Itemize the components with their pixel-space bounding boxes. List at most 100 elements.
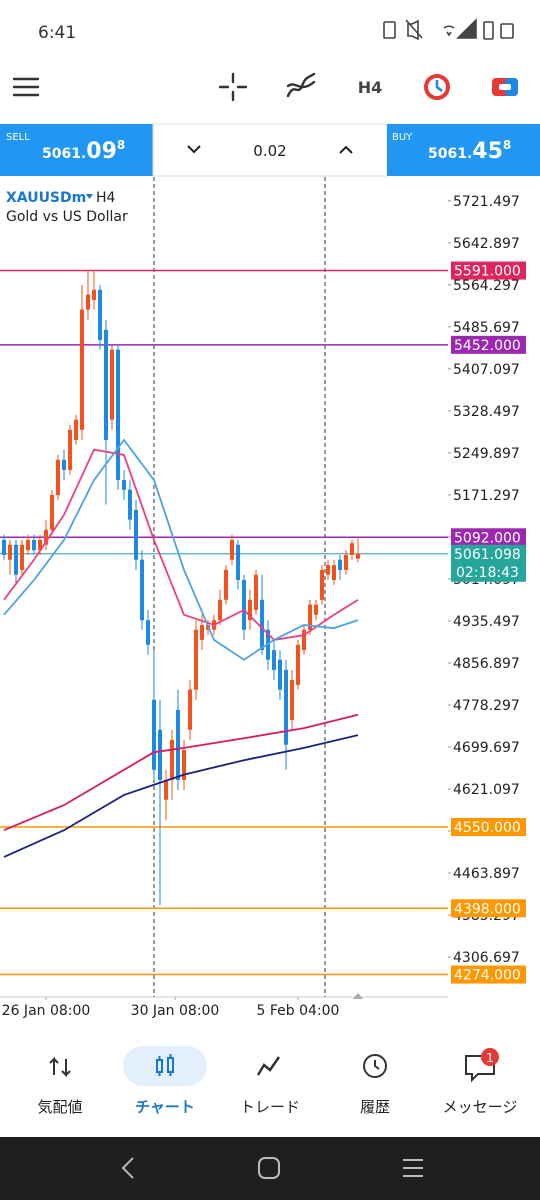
candle-body — [254, 574, 258, 610]
icon-data — [443, 25, 455, 37]
buy-button[interactable] — [387, 124, 540, 176]
candle-body — [20, 544, 24, 570]
sell-price-main: 5061. — [42, 146, 86, 162]
nav-label[interactable]: 履歴 — [360, 1098, 390, 1116]
candle-body — [170, 739, 174, 780]
nav-icon-history-hands — [374, 1060, 380, 1070]
candle-body — [74, 419, 78, 440]
recents-button[interactable] — [403, 1159, 423, 1177]
candle-body — [92, 289, 96, 300]
candle-body — [230, 539, 234, 560]
candle-body — [290, 680, 294, 721]
candle-body — [158, 729, 162, 780]
toolbar — [12, 72, 316, 102]
volume[interactable]: 0.02 — [253, 142, 286, 160]
level-label: 4398.000 — [454, 901, 521, 917]
nav-active-pill — [123, 1046, 207, 1086]
candle-body — [242, 580, 246, 630]
level-label: 5452.000 — [454, 338, 521, 354]
candle-body — [26, 539, 30, 551]
current-price-box — [451, 544, 526, 582]
candle-body — [308, 604, 312, 630]
icon-signal — [456, 18, 477, 39]
buy-price-main: 5061. — [428, 146, 472, 162]
timeframe-button[interactable]: H4 — [358, 78, 383, 97]
icon-notification — [500, 23, 514, 39]
status-icons — [383, 18, 514, 41]
home-button[interactable] — [258, 1157, 280, 1179]
nav-labels: 気配値 チャート トレード 履歴 メッセージ — [37, 1098, 517, 1116]
candle-body — [224, 569, 228, 600]
candle-body — [350, 543, 354, 555]
candle-body — [338, 559, 342, 570]
trade-button[interactable] — [424, 74, 450, 100]
y-tick-label: 5249.897 — [453, 446, 520, 462]
x-tick-label: 30 Jan 08:00 — [131, 1003, 220, 1019]
clock: 6:41 — [38, 23, 76, 43]
bar-countdown: 02:18:43 — [456, 565, 519, 581]
nav-icon-trade — [256, 1056, 281, 1076]
nav-label[interactable]: メッセージ — [443, 1098, 518, 1116]
volume-up[interactable] — [339, 145, 353, 154]
candle-body — [260, 599, 264, 651]
level-label: 4274.000 — [454, 968, 521, 984]
sell-button[interactable] — [0, 124, 153, 176]
x-tick-label: 5 Feb 04:00 — [257, 1003, 340, 1019]
candle-body — [152, 699, 156, 770]
sell-price-big: 09 — [86, 139, 117, 164]
candle-body — [140, 559, 144, 621]
trade-icon — [424, 74, 450, 100]
candle-body — [278, 659, 282, 690]
buy-price-big: 45 — [472, 139, 503, 164]
y-tick-label: 5407.097 — [453, 362, 520, 378]
candle-body — [86, 294, 90, 310]
back-button[interactable] — [121, 1157, 134, 1179]
candle-body — [110, 349, 114, 420]
sell-price: 5061.098 — [42, 138, 125, 164]
candle-body — [98, 289, 102, 341]
level-label: 5591.000 — [454, 264, 521, 280]
crosshair-button[interactable] — [218, 72, 248, 102]
indicators-button[interactable] — [286, 72, 316, 98]
moving-average — [3, 438, 359, 661]
nav-label[interactable]: トレード — [240, 1098, 300, 1116]
chart: 5721.497 5642.897 5564.297 5485.697 5407.097… — [0, 177, 526, 1019]
symbol-dropdown[interactable] — [86, 194, 93, 199]
level-label: 4550.000 — [454, 820, 521, 836]
candle-body — [284, 669, 288, 745]
nav-label[interactable]: チャート — [135, 1098, 195, 1116]
nav-label[interactable]: 気配値 — [37, 1098, 82, 1116]
y-tick-label: 5564.297 — [453, 278, 520, 294]
candle-body — [218, 599, 222, 621]
candle-body — [134, 510, 138, 560]
candle-body — [32, 539, 36, 551]
candle-body — [128, 489, 132, 520]
candle-body — [182, 750, 186, 780]
candle-body — [104, 329, 108, 440]
candle-body — [248, 599, 252, 621]
one-click-button[interactable] — [492, 78, 518, 96]
level-label-box — [451, 818, 526, 837]
x-tick-label: 26 Jan 08:00 — [2, 1003, 91, 1019]
system-nav — [0, 1137, 540, 1200]
buy-price-sup: 8 — [503, 138, 511, 152]
candle-body — [50, 495, 54, 530]
level-label: 5092.000 — [454, 530, 521, 546]
menu-button[interactable] — [12, 77, 40, 97]
candle-body — [14, 544, 18, 575]
volume-down[interactable] — [187, 145, 201, 154]
candle-body — [356, 553, 360, 559]
symbol-description: Gold vs US Dollar — [6, 209, 128, 225]
trade-icon-hand — [435, 80, 443, 92]
symbol[interactable]: XAUUSDm — [6, 190, 86, 206]
candle-body — [176, 709, 180, 780]
candle-body — [44, 529, 48, 545]
y-tick-label: 4463.897 — [453, 866, 520, 882]
candle-body — [68, 429, 72, 470]
y-tick-label: 5642.897 — [453, 236, 520, 252]
oneclick-mid — [499, 84, 511, 90]
chart-timeframe: H4 — [96, 190, 116, 206]
candle-body — [122, 480, 126, 490]
chart-shift-marker — [353, 993, 363, 999]
